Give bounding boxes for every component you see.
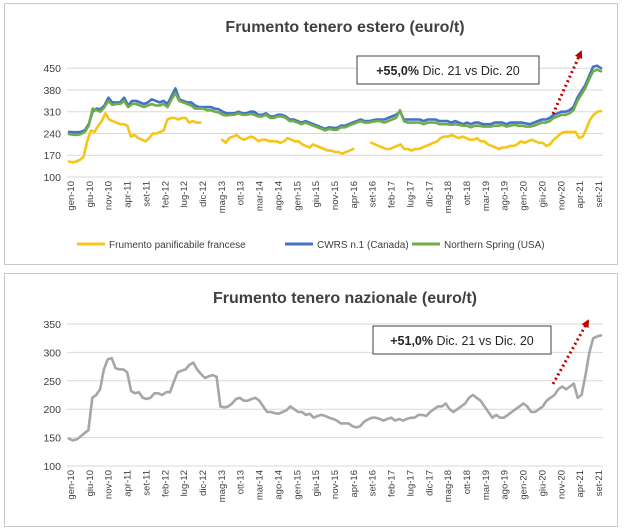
y-tick-label: 380 [43,85,61,97]
x-tick-label: ago-19 [500,470,511,500]
series-line-0 [67,112,202,164]
x-tick-label: set-21 [594,470,605,496]
x-tick-label: dic-17 [424,470,435,496]
x-tick-label: mag-13 [217,181,228,213]
x-tick-label: apr-16 [349,470,360,497]
x-tick-label: dic-17 [424,181,435,207]
x-tick-label: mag-18 [443,470,454,502]
x-tick-label: gen-10 [66,470,77,500]
x-tick-label: nov-15 [330,470,341,499]
x-tick-label: ott-13 [236,470,247,494]
y-tick-label: 170 [43,150,61,162]
annotation-percent: +51,0% [390,334,433,348]
x-tick-label: set-11 [141,181,152,207]
legend-label: Frumento panificabile francese [109,240,246,251]
x-tick-label: giu-10 [85,470,96,496]
x-tick-label: apr-16 [349,181,360,208]
y-tick-label: 310 [43,107,61,119]
x-tick-label: lug-12 [179,181,190,207]
chart-title: Frumento tenero estero (euro/t) [225,19,464,36]
x-tick-label: apr-11 [123,181,134,208]
x-tick-label: giu-15 [311,470,322,496]
y-tick-label: 250 [43,376,61,388]
x-tick-label: mag-18 [443,181,454,213]
x-tick-label: mag-13 [217,470,228,502]
y-tick-label: 100 [43,172,61,184]
y-tick-label: 450 [43,63,61,75]
series-line-0 [370,109,603,152]
annotation-text: +51,0% Dic. 21 vs Dic. 20 [390,334,534,348]
annotation-box [356,55,540,85]
y-tick-label: 300 [43,347,61,359]
x-tick-label: ott-18 [462,470,473,494]
chart-nazionale: Frumento tenero nazionale (euro/t) 100 150… [43,290,605,502]
x-tick-label: lug-12 [179,470,190,496]
x-tick-label: gen-10 [66,181,77,211]
y-tick-label: 350 [43,319,61,331]
trend-arrow [551,319,590,385]
x-tick-label: set-11 [141,470,152,496]
x-tick-label: ago-14 [273,470,284,500]
y-tick-label: 240 [43,128,61,140]
x-tick-label: apr-21 [575,181,586,208]
x-tick-label: nov-20 [556,470,567,499]
x-tick-label: mar-14 [255,470,266,500]
x-tick-label: ott-13 [236,181,247,205]
x-tick-label: set-16 [368,181,379,207]
y-tick-label: 100 [43,461,61,473]
x-tick-label: set-21 [594,181,605,207]
x-tick-label: feb-17 [387,181,398,208]
x-tick-label: gen-15 [292,470,303,500]
x-tick-label: nov-10 [104,470,115,499]
x-tick-label: feb-12 [160,470,171,497]
chart-panel-nazionale: Frumento tenero nazionale (euro/t) 100 150… [4,273,618,527]
x-tick-label: giu-15 [311,181,322,207]
series-line-0 [67,334,603,442]
y-tick-label: 200 [43,404,61,416]
x-tick-label: lug-17 [405,181,416,207]
annotation-text: +55,0% Dic. 21 vs Dic. 20 [376,64,520,78]
legend-label: CWRS n.1 (Canada) [317,240,409,251]
x-tick-label: giu-20 [537,181,548,207]
x-tick-label: mar-19 [481,470,492,500]
annotation-percent: +55,0% [376,64,419,78]
x-tick-label: feb-17 [387,470,398,497]
x-tick-label: mar-14 [255,181,266,211]
x-tick-label: dic-12 [198,181,209,207]
trend-arrow [551,50,583,115]
y-tick-label: 150 [43,433,61,445]
legend-label: Northern Spring (USA) [444,240,545,251]
x-tick-label: ago-19 [500,181,511,211]
chart-title: Frumento tenero nazionale (euro/t) [213,290,477,307]
x-tick-label: giu-10 [85,181,96,207]
x-tick-label: mar-19 [481,181,492,211]
series-line-2 [67,68,603,137]
x-tick-label: lug-17 [405,470,416,496]
x-tick-label: nov-20 [556,181,567,210]
x-tick-label: gen-20 [519,181,530,211]
x-tick-label: apr-11 [123,470,134,497]
series-line-1 [67,64,603,134]
annotation-label: Dic. 21 vs Dic. 20 [433,334,534,348]
x-tick-label: ott-18 [462,181,473,205]
x-tick-label: giu-20 [537,470,548,496]
x-tick-label: dic-12 [198,470,209,496]
x-tick-label: nov-15 [330,181,341,210]
x-tick-label: apr-21 [575,470,586,497]
x-tick-label: gen-20 [519,470,530,500]
annotation-label: Dic. 21 vs Dic. 20 [419,64,520,78]
series-line-0 [220,133,355,155]
x-tick-label: feb-12 [160,181,171,208]
x-tick-label: ago-14 [273,181,284,211]
x-tick-label: nov-10 [104,181,115,210]
chart-estero: Frumento tenero estero (euro/t) 100 170 240… [43,19,605,251]
annotation-box [372,325,552,355]
x-tick-label: gen-15 [292,181,303,211]
chart-panel-estero: Frumento tenero estero (euro/t) 100 170 240… [4,3,618,265]
x-tick-label: set-16 [368,470,379,496]
